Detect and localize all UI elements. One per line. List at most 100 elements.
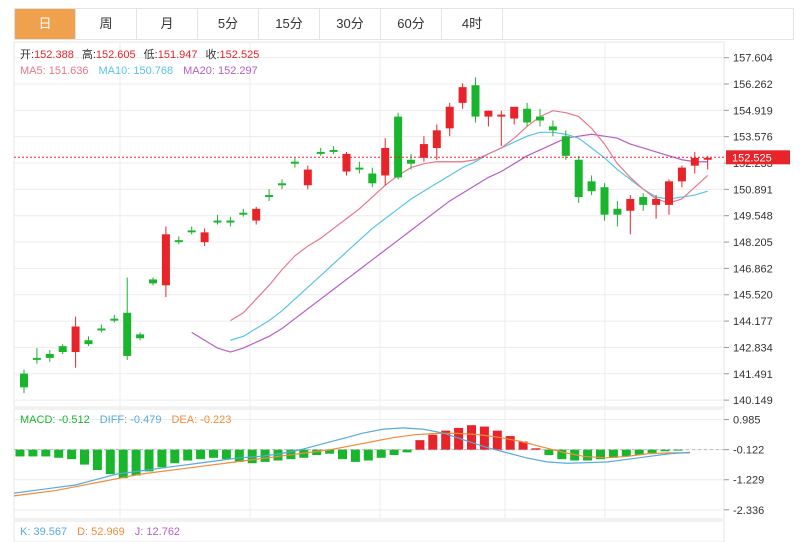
low-value: 151.947 (158, 49, 198, 61)
tab-5min[interactable]: 5分 (198, 9, 259, 39)
macd-histogram-bar (621, 449, 631, 457)
macd-histogram-bar (467, 425, 476, 450)
candle-body (510, 106, 519, 119)
tab-30min[interactable]: 30分 (320, 9, 381, 39)
price-tick-label: 148.205 (733, 237, 773, 249)
tab-60min[interactable]: 60分 (381, 9, 442, 39)
candle-body (419, 144, 428, 158)
ma5-line (230, 110, 709, 322)
macd-histogram-bar (428, 434, 438, 450)
dea-line (13, 432, 690, 497)
d-legend: D: 52.969 (77, 526, 125, 538)
tab-day[interactable]: 日 (15, 9, 76, 39)
candle-body (239, 212, 248, 215)
macd-histogram-bar (454, 427, 464, 450)
candle-body (445, 106, 454, 129)
macd-histogram-bar (415, 440, 425, 450)
price-tick-label: 141.491 (733, 369, 773, 381)
high-value: 152.605 (96, 49, 136, 61)
macd-histogram-bar (67, 449, 77, 460)
candle-body (561, 136, 570, 156)
macd-histogram-bar (54, 449, 64, 458)
price-tick-label: 140.149 (733, 395, 773, 407)
candle-body (174, 240, 183, 243)
candle-body (84, 340, 93, 345)
macd-histogram-bar (157, 449, 167, 468)
candle-body (252, 208, 261, 221)
price-tick-label: 150.891 (733, 184, 773, 196)
macd-histogram-bar (583, 449, 593, 461)
candle-body (45, 353, 54, 358)
ma20-legend: MA20: 152.297 (183, 65, 258, 77)
macd-tick-label: 0.985 (733, 415, 761, 427)
macd-histogram-bar (80, 449, 89, 465)
price-tick-label: 157.604 (733, 53, 773, 65)
j-legend: J: 12.762 (135, 526, 180, 538)
candle-body (32, 357, 41, 360)
macd-histogram-bar (479, 426, 489, 450)
candle-body (523, 108, 532, 123)
tab-4hour[interactable]: 4时 (442, 9, 503, 39)
macd-histogram-bar (389, 449, 399, 456)
macd-histogram-bar (105, 449, 115, 475)
macd-axis: 0.985 -0.122 -1.229 -2.336 (724, 415, 764, 517)
candlesticks (20, 77, 712, 394)
macd-histogram-bar (221, 449, 231, 460)
candle-body (703, 157, 712, 160)
macd-histogram-bar (596, 449, 605, 460)
candle-body (613, 208, 622, 215)
macd-histogram-bar (273, 449, 283, 461)
macd-histogram-bar (170, 449, 180, 464)
macd-histogram-bar (196, 449, 206, 460)
open-label: 开: (20, 49, 34, 61)
macd-histogram-bar (544, 449, 554, 456)
macd-histogram-bar (402, 449, 412, 453)
candle-body (497, 114, 506, 117)
macd-indicator (13, 425, 724, 497)
candle-body (471, 85, 480, 117)
macd-histogram-bar (234, 449, 244, 462)
ma20-line (191, 133, 708, 353)
candle-body (690, 157, 699, 166)
candle-body (587, 181, 596, 192)
macd-histogram-bar (647, 449, 657, 453)
grid-lines (14, 42, 724, 519)
candle-body (329, 149, 338, 152)
candle-body (110, 318, 119, 321)
current-price-tag (726, 150, 790, 165)
candle-body (342, 153, 351, 172)
candle-body (97, 328, 106, 331)
kdj-panel-frame (13, 520, 725, 542)
dea-legend: DEA: -0.223 (171, 414, 231, 426)
macd-histogram-bar (144, 449, 154, 472)
tab-week[interactable]: 周 (76, 9, 137, 39)
macd-histogram-bar (41, 449, 51, 457)
candle-body (303, 169, 312, 186)
moving-average-lines (191, 110, 709, 353)
candle-body (265, 195, 274, 198)
candle-body (226, 220, 235, 223)
candle-body (316, 151, 325, 154)
price-tick-label: 154.919 (733, 105, 773, 117)
candle-body (458, 87, 467, 103)
macd-histogram-bar (131, 449, 141, 476)
candle-body (355, 167, 364, 170)
current-price-label: 152.525 (732, 152, 772, 164)
macd-histogram-bar (505, 436, 515, 450)
macd-histogram-bar (15, 449, 25, 457)
macd-histogram-bar (209, 449, 218, 458)
candle-body (368, 173, 377, 184)
candle-body (161, 234, 170, 286)
candle-body (484, 110, 493, 117)
open-value: 152.388 (34, 49, 74, 61)
price-axis: 157.604156.262154.919153.576152.233150.8… (724, 53, 773, 407)
price-tick-label: 156.262 (733, 79, 773, 91)
tab-15min[interactable]: 15分 (259, 9, 320, 39)
tab-month[interactable]: 月 (137, 9, 198, 39)
macd-histogram-bar (634, 449, 644, 456)
macd-legend: MACD: -0.512 (20, 414, 90, 426)
